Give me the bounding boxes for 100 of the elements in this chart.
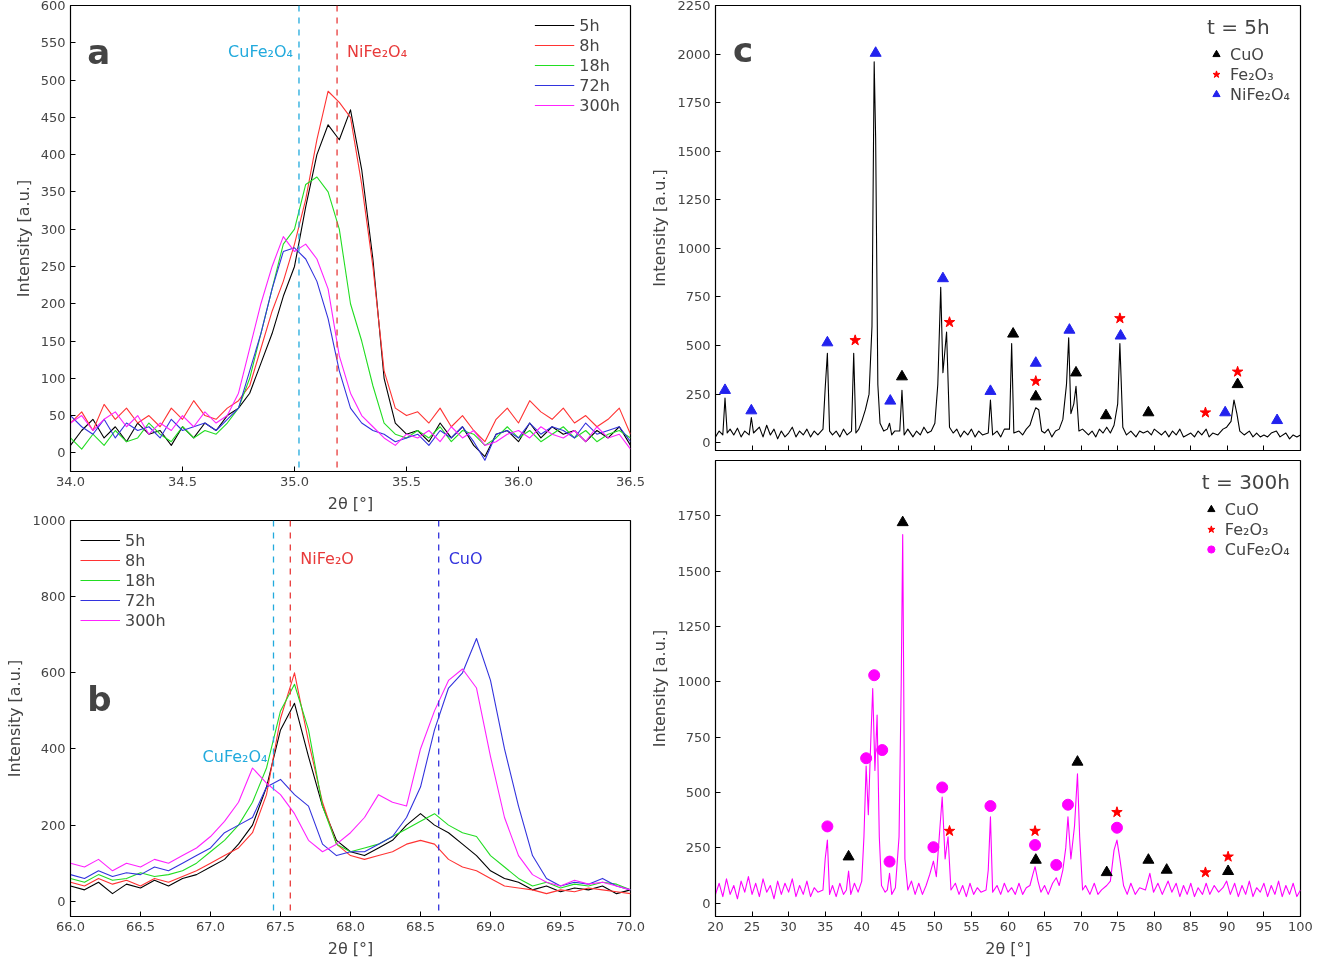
y-tick-label: 500	[40, 72, 66, 88]
point	[895, 369, 908, 381]
y-tick-label: 750	[685, 729, 711, 745]
point	[943, 825, 956, 836]
point	[1142, 853, 1155, 864]
y-tick-label: 400	[40, 147, 66, 163]
x-tick-label: 90	[1219, 918, 1236, 934]
y-tick-label: 750	[685, 289, 711, 305]
y-tick-label: 1000	[677, 240, 711, 256]
annotation: b	[87, 678, 112, 719]
x-tick-label: 100	[1288, 918, 1313, 934]
point	[1231, 365, 1244, 377]
point	[943, 316, 956, 328]
point	[1222, 850, 1234, 862]
point	[1030, 375, 1042, 387]
point	[821, 820, 834, 833]
y-tick-label: 450	[40, 109, 66, 125]
point	[1271, 413, 1284, 425]
legend-label: 8h	[579, 35, 600, 55]
x-tick-label: 36.5	[616, 473, 645, 489]
legend-label: 18h	[579, 55, 610, 75]
legend-label: 300h	[579, 95, 620, 115]
x-tick-label: 40	[853, 918, 871, 934]
point	[1029, 839, 1042, 851]
point	[984, 384, 997, 395]
y-tick-label: 250	[685, 840, 711, 856]
point	[1219, 405, 1232, 417]
x-axis-title: 2θ [°]	[327, 493, 374, 513]
point	[1099, 408, 1112, 420]
x-tick-label: 95	[1255, 918, 1273, 934]
point	[1007, 327, 1020, 338]
legend-title: t = 5h	[1206, 15, 1271, 39]
x-tick-label: 75	[1109, 918, 1126, 934]
y-tick-label: 400	[40, 741, 66, 757]
point	[1160, 863, 1173, 874]
y-tick-label: 2000	[677, 46, 711, 62]
y-tick-label: 2250	[677, 0, 711, 13]
point	[1029, 356, 1042, 367]
ref-line-label: CuO	[448, 549, 483, 569]
point	[719, 383, 732, 394]
point	[1110, 821, 1123, 834]
point	[884, 394, 897, 405]
x-axis-title: 2θ [°]	[327, 938, 374, 958]
y-tick-label: 0	[57, 445, 66, 461]
line-series	[715, 534, 1301, 900]
legend-label: NiFe₂O₄	[1229, 84, 1290, 104]
x-tick-label: 66.0	[56, 918, 85, 934]
x-tick-label: 80	[1145, 918, 1163, 934]
point	[1114, 312, 1126, 324]
point	[1199, 866, 1212, 878]
point	[1222, 864, 1235, 876]
point	[984, 800, 997, 813]
x-tick-label: 35	[816, 918, 834, 934]
legend-label: 300h	[125, 610, 166, 630]
legend-label: 18h	[125, 570, 156, 590]
point	[927, 841, 940, 854]
annotation: c	[733, 30, 754, 70]
y-tick-label: 0	[57, 893, 66, 909]
point	[1029, 825, 1041, 836]
x-tick-label: 68.5	[406, 918, 435, 934]
legend-label: 72h	[125, 590, 156, 610]
x-tick-label: 35.5	[392, 473, 421, 489]
point	[1070, 365, 1083, 377]
y-tick-label: 550	[40, 35, 66, 51]
y-tick-label: 100	[40, 370, 66, 386]
y-tick-label: 200	[40, 817, 66, 833]
point	[1100, 865, 1113, 877]
point	[1071, 755, 1084, 766]
point	[876, 744, 889, 757]
legend-label: 8h	[125, 550, 146, 570]
y-tick-label: 600	[40, 0, 66, 13]
point	[821, 335, 834, 347]
x-axis-title: 2θ [°]	[985, 938, 1031, 958]
y-tick-label: 1250	[677, 192, 711, 208]
x-tick-label: 65	[1036, 918, 1053, 934]
point	[1029, 389, 1042, 401]
y-tick-label: 1000	[32, 513, 66, 528]
ref-line-label: NiFe₂O	[300, 549, 354, 569]
point	[1114, 329, 1127, 340]
point	[849, 334, 861, 346]
legend-label: CuO	[1224, 499, 1259, 519]
x-tick-label: 66.5	[126, 918, 155, 934]
x-tick-label: 25	[743, 918, 761, 934]
point	[745, 403, 758, 415]
y-tick-label: 500	[685, 785, 711, 801]
point	[1199, 406, 1212, 418]
x-tick-label: 45	[890, 918, 907, 934]
y-tick-label: 250	[685, 386, 711, 402]
x-tick-label: 67.5	[266, 918, 295, 934]
y-tick-label: 1750	[677, 95, 711, 111]
y-tick-label: 1750	[677, 508, 711, 524]
x-tick-label: 34.5	[168, 473, 197, 489]
x-tick-label: 70	[1072, 918, 1090, 934]
ref-line-label: CuFe₂O₄	[202, 747, 268, 767]
legend-label: CuO	[1229, 44, 1264, 64]
x-tick-label: 34.0	[56, 473, 85, 489]
point	[1050, 858, 1063, 871]
legend-title: t = 300h	[1201, 470, 1290, 494]
y-tick-label: 1000	[677, 674, 711, 690]
x-tick-label: 69.0	[476, 918, 505, 934]
